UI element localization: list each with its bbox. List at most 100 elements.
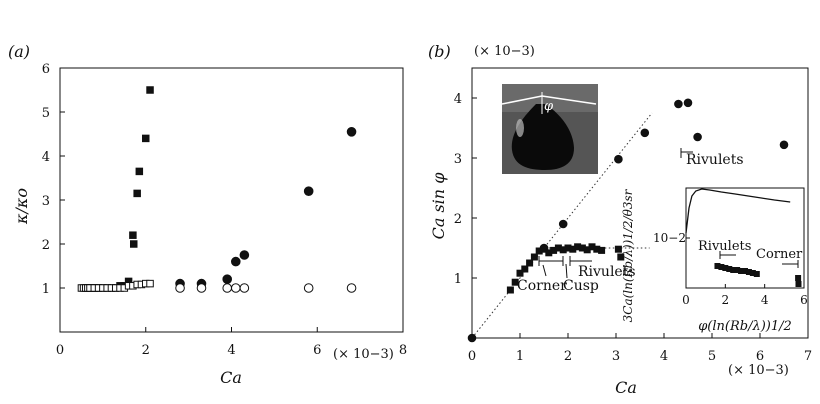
panel-b: (b) 0 1 2 3 4 5 6 7 1 2 3 4 (× 10−3) (× 10−3) Ca si…: [428, 42, 812, 397]
panel-a-point: [346, 283, 357, 293]
inset-annotation-rivulets: Rivulets: [698, 239, 751, 254]
panel-b-xtick-label: 3: [612, 349, 620, 364]
panel-a-ytick-label: 5: [42, 106, 50, 121]
panel-b-xlabel: Ca: [615, 378, 637, 397]
panel-b-point: [526, 259, 534, 267]
inset-ytick-label: 10−2: [653, 231, 686, 245]
annotation-rivulets: Rivulets: [578, 264, 636, 280]
panel-a-xtick-label: 6: [313, 343, 321, 358]
panel-b-xtick-label: 4: [660, 349, 668, 364]
panel-a-point: [303, 186, 314, 196]
inset-point: [753, 271, 760, 277]
panel-b-point: [506, 286, 514, 294]
panel-b-annotations: Rivulets Corner Cusp Rivulets: [517, 148, 744, 294]
panel-b-point: [683, 98, 693, 108]
panel-a-point: [146, 86, 154, 94]
panel-a-xlabel: Ca: [220, 368, 242, 387]
panel-b-point: [614, 154, 623, 164]
panel-b-x-multiplier: (× 10−3): [728, 363, 789, 378]
panel-a-point: [135, 167, 144, 176]
panel-b-xtick-label: 5: [708, 349, 716, 364]
panel-a-xtick-label: 8: [399, 343, 407, 358]
panel-b-point: [617, 253, 625, 261]
inset-annotation-corner: Corner: [756, 247, 803, 262]
panel-b-point: [779, 140, 789, 150]
inset-point: [795, 281, 802, 287]
panel-b-ticks: 0 1 2 3 4 5 6 7 1 2 3 4: [454, 92, 812, 364]
panel-a-point: [222, 283, 233, 293]
inset-points: [714, 263, 802, 287]
panel-a-label: (a): [8, 42, 30, 61]
panel-a-point: [239, 283, 250, 293]
panel-b-point: [640, 128, 650, 138]
panel-a-point: [230, 256, 241, 267]
panel-b-ytick-label: 3: [454, 152, 462, 167]
panel-b-xtick-label: 0: [468, 349, 476, 364]
panel-b-xtick-label: 6: [756, 349, 764, 364]
panel-b-label: (b): [428, 42, 451, 61]
panel-a-ytick-label: 1: [42, 282, 50, 297]
panel-a-point: [303, 283, 314, 293]
panel-b-point: [540, 245, 548, 253]
panel-b-point: [467, 333, 477, 343]
inset-ylabel: 3Ca(ln(Rb/λ))1/2/θ3sr: [621, 188, 635, 322]
droplet-photo: φ: [501, 84, 598, 174]
panel-b-point: [614, 245, 622, 253]
panel-a-point: [196, 283, 207, 293]
panel-a-xtick-label: 4: [227, 343, 235, 358]
panel-a-point: [175, 283, 185, 293]
inset-plot: 0 2 4 6 10−2 Rivulets Corner 3Ca(ln(Rb/λ))1…: [621, 187, 808, 334]
panel-a-point: [129, 231, 137, 239]
panel-a-xtick-label: 0: [56, 343, 64, 358]
panel-b-point: [693, 132, 702, 142]
inset-xtick-label: 2: [722, 293, 730, 307]
panel-b-ytick-label: 1: [454, 272, 462, 287]
panel-b-ytick-label: 4: [454, 92, 462, 107]
panel-b-point: [598, 246, 606, 254]
inset-xtick-label: 0: [682, 293, 690, 307]
phi-label: φ: [544, 99, 554, 114]
panel-b-point: [516, 269, 524, 277]
panel-a-ytick-label: 3: [42, 194, 50, 209]
panel-a-point: [146, 279, 154, 288]
panel-b-y-multiplier: (× 10−3): [474, 44, 535, 59]
inset-curve: [685, 188, 791, 234]
annotation-rivulets-top: Rivulets: [686, 152, 744, 168]
panel-b-ylabel: Ca sin φ: [429, 172, 448, 240]
panel-a: (a) 0 2 4 6 8 1 2 3 4 5 6 κ/κo Ca (× 10−3): [8, 42, 407, 387]
panel-b-xtick-label: 2: [564, 349, 572, 364]
panel-a-ylabel: κ/κo: [12, 188, 31, 225]
panel-b-xtick-label: 7: [804, 349, 812, 364]
panel-b-point: [511, 278, 519, 286]
panel-b-point: [674, 99, 683, 109]
panel-a-point: [346, 127, 357, 137]
panel-a-point: [133, 189, 141, 198]
panel-b-frame: [471, 67, 809, 339]
inset-xtick-label: 4: [761, 293, 769, 307]
inset-ticks: 0 2 4 6: [682, 237, 808, 307]
annotation-corner: Corner: [517, 278, 567, 294]
panel-a-ytick-label: 2: [42, 238, 50, 253]
panel-b-ytick-label: 2: [454, 212, 462, 227]
panel-a-ytick-label: 6: [42, 62, 50, 77]
panel-a-point: [239, 250, 250, 260]
inset-xlabel: φ(ln(Rb/λ))1/2: [698, 319, 792, 334]
inset-xtick-label: 6: [800, 293, 808, 307]
panel-a-xtick-label: 2: [142, 343, 150, 358]
panel-b-point: [521, 265, 529, 273]
panel-a-points: [77, 86, 357, 293]
panel-b-point: [558, 219, 568, 229]
panel-a-point: [129, 240, 138, 248]
panel-a-ticks: 0 2 4 6 8 1 2 3 4 5 6: [42, 62, 407, 358]
panel-b-point: [530, 253, 538, 261]
panel-a-point: [142, 134, 150, 143]
panel-a-x-multiplier: (× 10−3): [333, 347, 394, 362]
panel-a-ytick-label: 4: [42, 150, 50, 165]
panel-a-point: [230, 283, 241, 293]
panel-b-xtick-label: 1: [516, 349, 524, 364]
inset-point: [795, 275, 802, 281]
panel-a-point: [222, 274, 233, 285]
panel-b-points: [467, 98, 789, 343]
annotation-cusp: Cusp: [563, 278, 599, 294]
